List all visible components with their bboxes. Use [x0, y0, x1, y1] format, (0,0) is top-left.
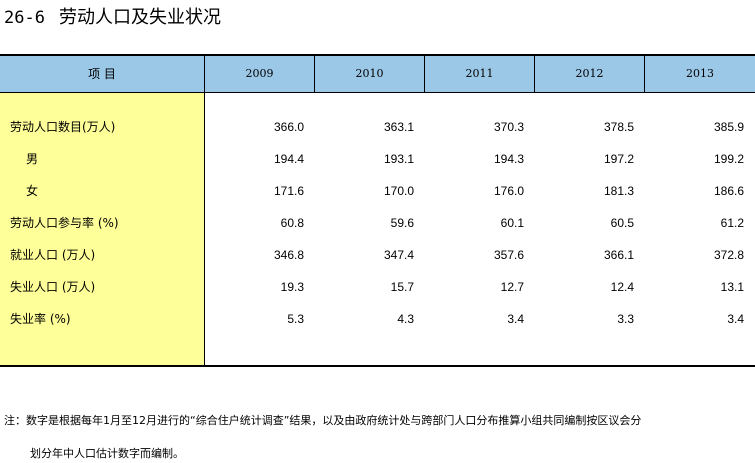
row-label: 劳动人口参与率 (%) — [10, 216, 119, 230]
cell: 60.1 — [500, 216, 524, 230]
cell: 194.4 — [273, 152, 304, 166]
cell: 363.1 — [383, 120, 414, 134]
table-row: 劳动人口参与率 (%) 60.8 59.6 60.1 60.5 61.2 — [0, 207, 755, 239]
row-label: 失业率 (%) — [10, 312, 71, 326]
cell: 13.1 — [720, 280, 744, 294]
cell: 59.6 — [390, 216, 414, 230]
table-header — [0, 56, 755, 92]
row-label: 劳动人口数目(万人) — [10, 120, 116, 134]
table-row: 失业人口 (万人) 19.3 15.7 12.7 12.4 13.1 — [0, 271, 755, 303]
cell: 357.6 — [493, 248, 524, 262]
table-title-text: 劳动人口及失业状况 — [58, 7, 221, 28]
footnote-continued: 划分年中人口估计数字而编制。 — [30, 447, 184, 460]
header-divider — [424, 56, 425, 92]
cell: 181.3 — [603, 184, 634, 198]
cell: 170.0 — [383, 184, 414, 198]
row-label: 女 — [26, 184, 39, 198]
row-label: 失业人口 (万人) — [10, 280, 96, 294]
cell: 3.4 — [727, 312, 744, 326]
table-top-border — [0, 54, 755, 56]
cell: 3.4 — [507, 312, 524, 326]
table-number: 26-6 — [4, 8, 45, 28]
footnote: 注：数字是根据每年1月至12月进行的“综合住户统计调查”结果，以及由政府统计处与… — [4, 414, 642, 427]
row-label: 男 — [26, 152, 39, 166]
cell: 12.4 — [610, 280, 634, 294]
cell: 199.2 — [713, 152, 744, 166]
cell: 194.3 — [493, 152, 524, 166]
cell: 347.4 — [383, 248, 414, 262]
table-row: 就业人口 (万人) 346.8 347.4 357.6 366.1 372.8 — [0, 239, 755, 271]
table-row: 男 194.4 193.1 194.3 197.2 199.2 — [0, 143, 755, 175]
stub-column — [0, 93, 204, 366]
cell: 385.9 — [713, 120, 744, 134]
header-year-2013: 2013 — [686, 67, 714, 80]
header-year-2009: 2009 — [245, 67, 274, 80]
row-label: 就业人口 (万人) — [10, 248, 96, 262]
table-row: 女 171.6 170.0 176.0 181.3 186.6 — [0, 175, 755, 207]
cell: 370.3 — [493, 120, 524, 134]
table-row: 劳动人口数目(万人) 366.0 363.1 370.3 378.5 385.9 — [0, 111, 755, 143]
header-bottom-border — [0, 92, 755, 93]
cell: 372.8 — [713, 248, 744, 262]
header-divider — [314, 56, 315, 92]
cell: 176.0 — [493, 184, 524, 198]
cell: 366.0 — [273, 120, 304, 134]
table-row: 失业率 (%) 5.3 4.3 3.4 3.3 3.4 — [0, 303, 755, 335]
cell: 12.7 — [500, 280, 524, 294]
cell: 186.6 — [713, 184, 744, 198]
cell: 3.3 — [617, 312, 634, 326]
cell: 197.2 — [603, 152, 634, 166]
header-item: 项 目 — [88, 67, 116, 81]
header-year-2011: 2011 — [465, 67, 494, 80]
table-title: 26-6 劳动人口及失业状况 — [4, 5, 221, 31]
cell: 378.5 — [603, 120, 634, 134]
cell: 193.1 — [383, 152, 414, 166]
cell: 60.8 — [280, 216, 304, 230]
cell: 61.2 — [720, 216, 744, 230]
cell: 366.1 — [603, 248, 634, 262]
table-bottom-border — [0, 365, 755, 367]
cell: 346.8 — [273, 248, 304, 262]
header-divider — [204, 56, 205, 92]
cell: 5.3 — [287, 312, 304, 326]
header-divider — [534, 56, 535, 92]
header-year-2010: 2010 — [355, 67, 384, 80]
cell: 60.5 — [610, 216, 634, 230]
cell: 19.3 — [280, 280, 304, 294]
header-divider — [644, 56, 645, 92]
cell: 15.7 — [390, 280, 414, 294]
cell: 171.6 — [273, 184, 304, 198]
cell: 4.3 — [397, 312, 414, 326]
header-year-2012: 2012 — [575, 67, 604, 80]
stub-divider — [204, 93, 205, 366]
